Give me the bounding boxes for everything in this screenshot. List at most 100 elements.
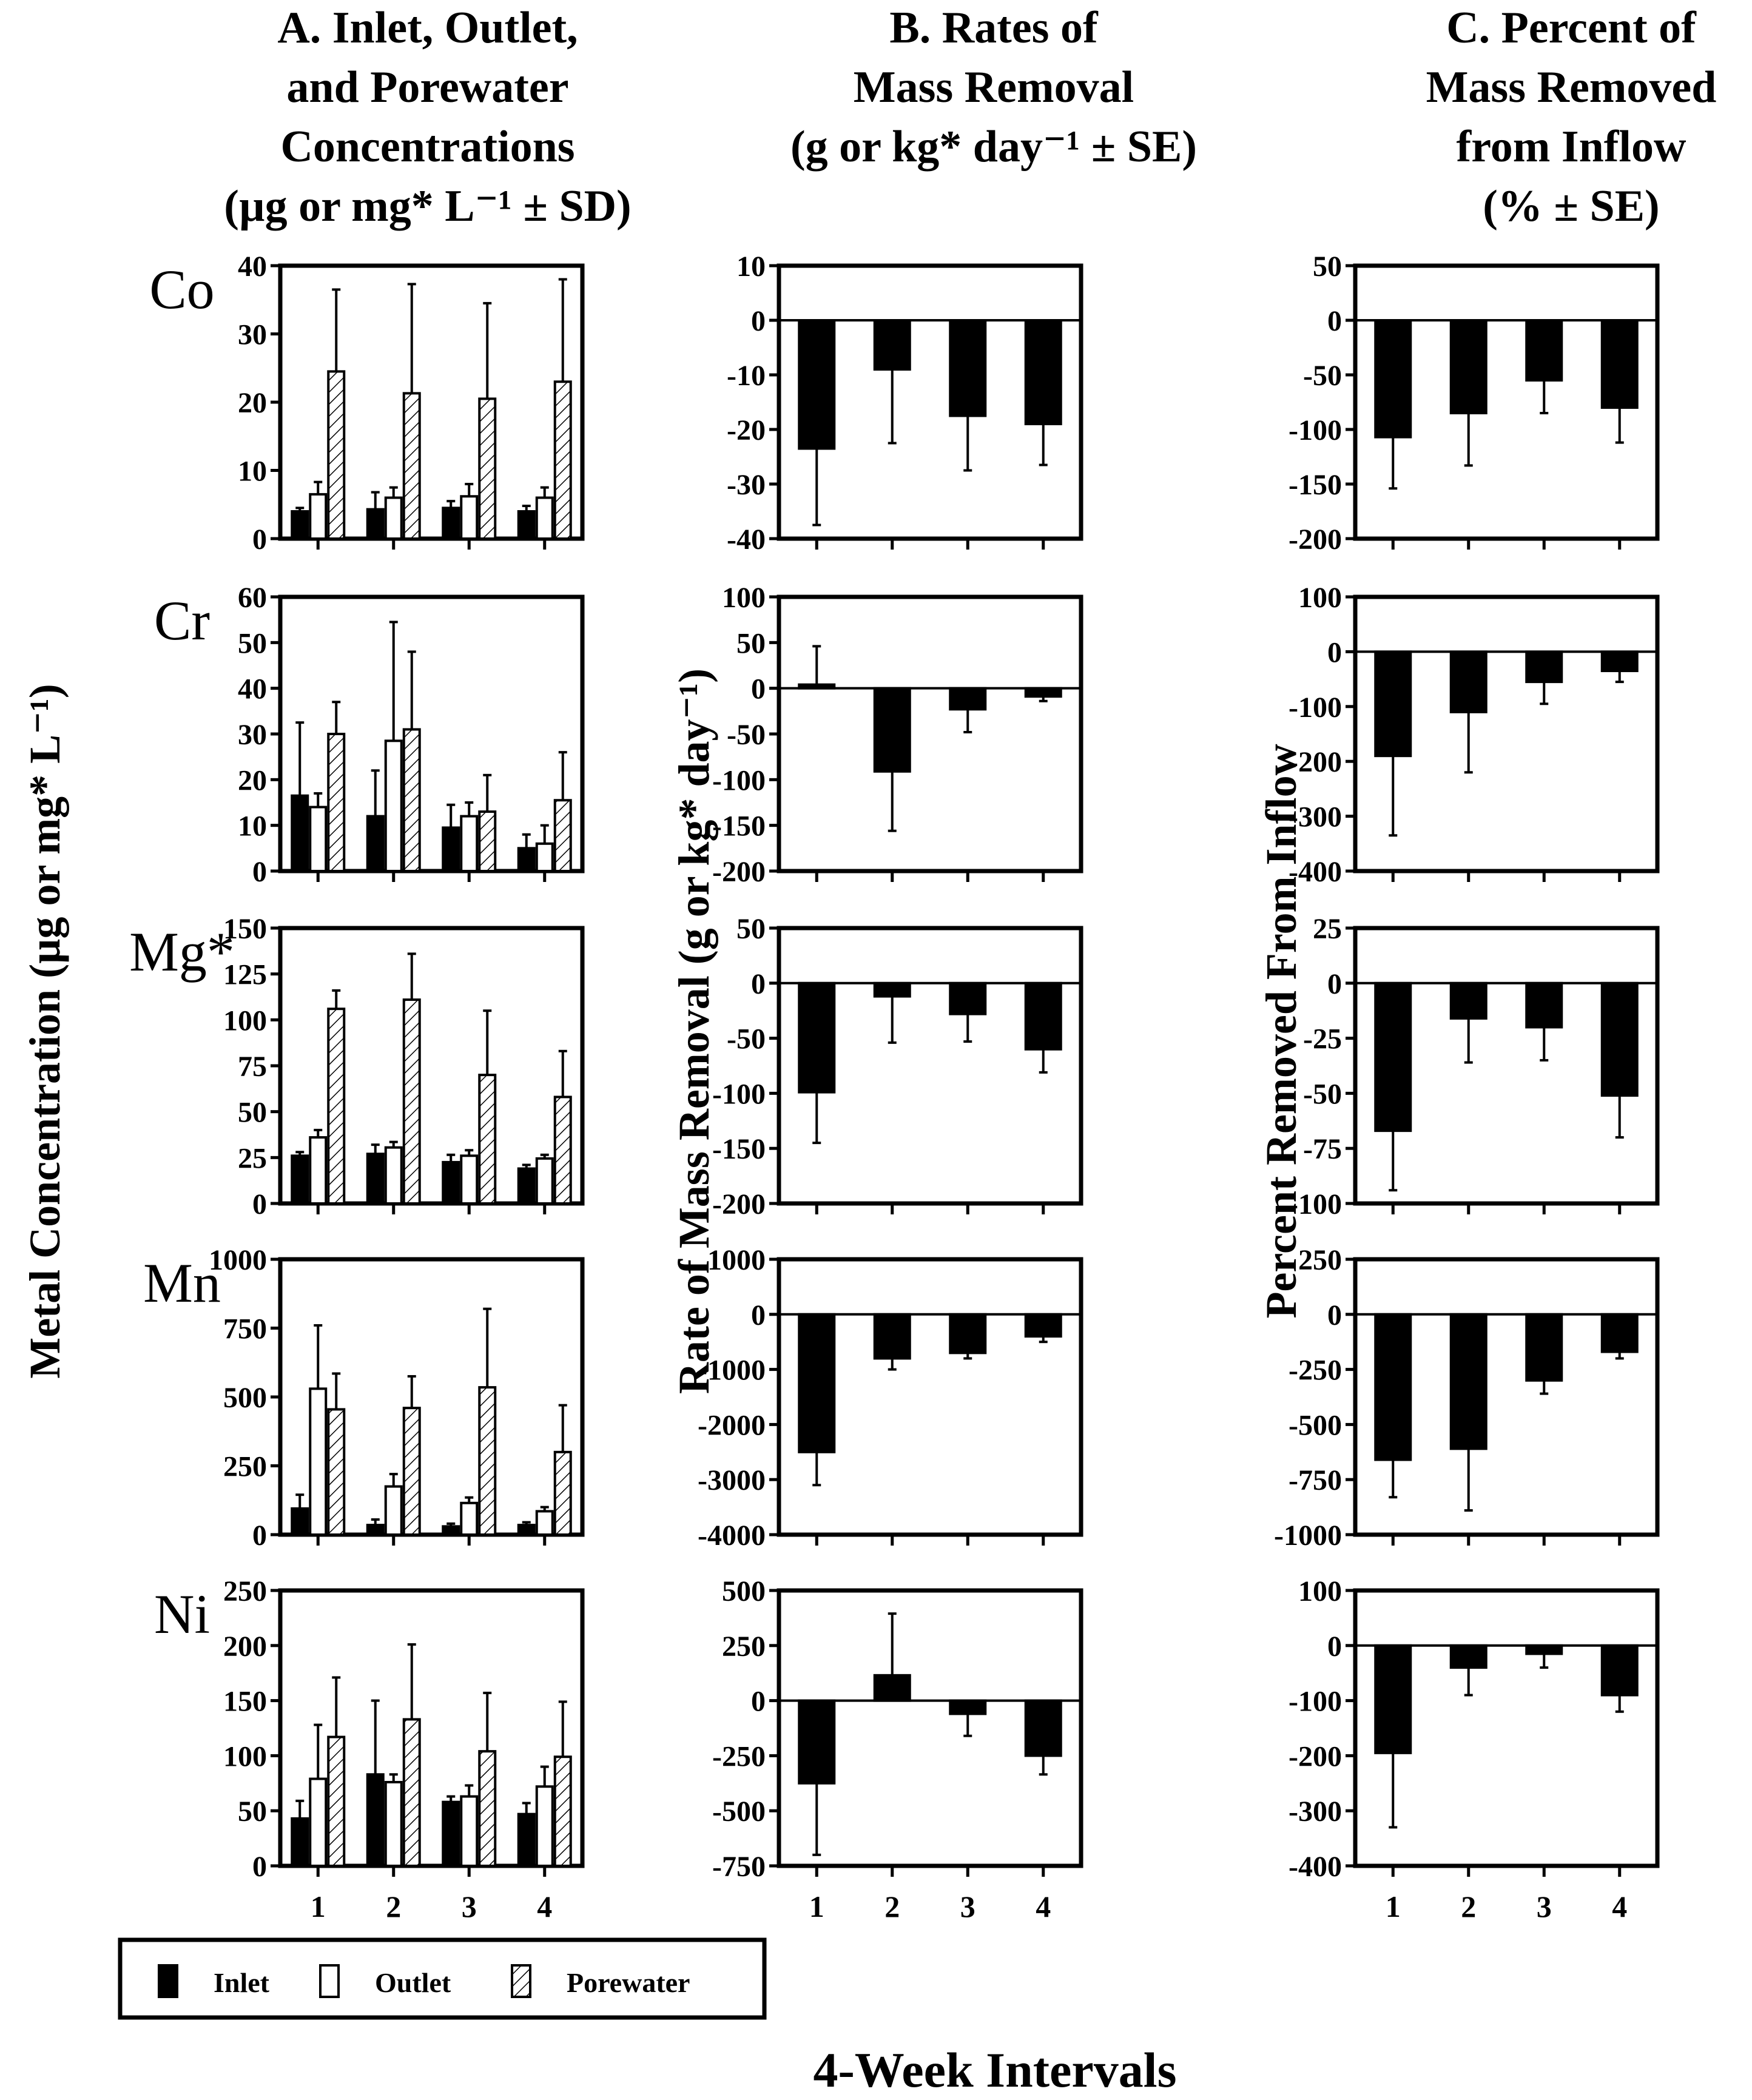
column-a-title-line-1: A. Inlet, Outlet,: [277, 3, 578, 53]
column-b-title-line-2: Mass Removal: [854, 62, 1134, 112]
panel-b-cr: -200 -150 -100 -50 0 50 100: [712, 582, 1083, 888]
y-tick-label: -200: [1289, 746, 1342, 778]
bar-porewater: [327, 1408, 346, 1536]
panel-frame: [1353, 1257, 1660, 1537]
y-tick-label: 10: [238, 810, 267, 843]
column-c-title-line-1: C. Percent of: [1446, 3, 1697, 53]
bar-porewater: [327, 370, 346, 540]
y-tick-label: 0: [252, 1519, 267, 1552]
y-axis-label-concentration: Metal Concentration (µg or mg* L⁻¹): [21, 684, 69, 1379]
bar-porewater: [478, 1386, 497, 1536]
y-tick-label: -200: [1289, 523, 1342, 556]
bar-percent: [1525, 319, 1563, 382]
bar-rate: [949, 981, 987, 1015]
bar-rate: [1024, 1699, 1062, 1757]
bar-percent: [1525, 650, 1563, 684]
bar-percent: [1449, 1644, 1488, 1669]
y-tick-label: -100: [712, 764, 766, 796]
panel-b-mn: -4000 -3000 -2000 -1000 0 1000: [698, 1244, 1083, 1552]
y-tick-label: -10: [727, 360, 766, 392]
bar-inlet: [291, 1817, 309, 1868]
y-tick-label: -50: [1303, 360, 1342, 392]
panel-c-co: -200 -150 -100 -50 0 50: [1289, 251, 1660, 556]
bar-rate: [1024, 1313, 1062, 1338]
y-tick-label: 10: [238, 456, 267, 488]
y-tick-label: 1000: [209, 1244, 267, 1276]
column-a-title-line-3: Concentrations: [280, 122, 574, 172]
bar-porewater: [402, 728, 421, 873]
y-tick-label: 50: [238, 1795, 267, 1828]
panel-frame: [1353, 926, 1660, 1206]
bar-rate: [798, 319, 836, 450]
y-tick-label: 25: [238, 1142, 267, 1174]
bar-rate: [798, 981, 836, 1094]
bar-inlet: [442, 1525, 460, 1536]
x-tick-label: 4: [537, 1890, 552, 1923]
bar-outlet: [309, 1136, 328, 1205]
y-tick-label: -400: [1289, 856, 1342, 888]
bar-percent: [1600, 1313, 1639, 1353]
bar-outlet: [309, 806, 328, 872]
legend: Inlet Outlet Porewater: [118, 1937, 767, 2020]
panel-frame: [777, 263, 1083, 541]
bar-inlet: [366, 1153, 385, 1205]
bar-inlet: [442, 1160, 460, 1205]
column-a-title-line-4: (µg or mg* L⁻¹ ± SD): [224, 181, 631, 231]
y-tick-label: 0: [252, 1851, 267, 1883]
bar-outlet: [384, 1485, 403, 1536]
bar-inlet: [442, 1800, 460, 1868]
bar-outlet: [309, 1777, 328, 1867]
y-tick-label: 200: [223, 1631, 267, 1663]
bar-outlet: [384, 739, 403, 873]
x-tick-label: 4: [1036, 1890, 1051, 1923]
bar-outlet: [309, 493, 328, 540]
y-tick-label: -25: [1303, 1023, 1342, 1055]
y-tick-label: 250: [223, 1451, 267, 1483]
y-tick-label: 0: [252, 856, 267, 888]
bar-percent: [1374, 1313, 1412, 1461]
y-tick-label: -200: [712, 856, 766, 888]
y-tick-label: 0: [1327, 968, 1342, 1000]
y-axis-label-rate: Rate of Mass Removal (g or kg* day⁻¹): [670, 668, 718, 1394]
panel-frame: [1353, 263, 1660, 541]
bar-rate: [1024, 981, 1062, 1051]
y-tick-label: -20: [727, 414, 766, 446]
bar-percent: [1449, 650, 1488, 713]
y-tick-label: 100: [223, 1005, 267, 1037]
y-tick-label: -300: [1289, 1795, 1342, 1828]
panel-frame: [777, 926, 1083, 1206]
bar-percent: [1600, 1644, 1639, 1697]
bar-outlet: [309, 1387, 328, 1536]
y-tick-label: -50: [727, 719, 766, 751]
y-tick-label: 125: [223, 959, 267, 991]
y-tick-label: 20: [238, 387, 267, 419]
y-tick-label: -150: [712, 810, 766, 843]
column-c-title-line-2: Mass Removed: [1426, 62, 1717, 112]
x-tick-label: 1: [1386, 1890, 1401, 1923]
panel-a-cr: 0 10 20 30 40 50 60 Cr: [154, 582, 585, 888]
legend-label-porewater: Porewater: [567, 1967, 690, 1998]
legend-swatch-outlet: [319, 1964, 340, 1998]
bar-porewater: [327, 733, 346, 872]
y-tick-label: -100: [1289, 1188, 1342, 1220]
y-axis-label-percent: Percent Removed From Inflow: [1257, 744, 1306, 1318]
bar-porewater: [553, 1450, 572, 1536]
bar-inlet: [366, 1773, 385, 1867]
bar-outlet: [460, 1501, 479, 1536]
y-tick-label: 40: [238, 251, 267, 283]
bar-rate: [1024, 687, 1062, 698]
legend-swatch-porewater: [511, 1964, 531, 1998]
panel-b-co: -40 -30 -20 -10 0 10: [727, 251, 1083, 556]
y-tick-label: 250: [722, 1631, 766, 1663]
bar-rate: [798, 1313, 836, 1453]
y-tick-label: 100: [223, 1740, 267, 1772]
y-tick-label: 20: [238, 764, 267, 796]
panel-frame: [1353, 594, 1660, 873]
y-tick-label: -1000: [1274, 1519, 1342, 1552]
bar-inlet: [291, 1154, 309, 1205]
y-tick-label: -50: [727, 1023, 766, 1055]
y-tick-label: 150: [223, 913, 267, 945]
